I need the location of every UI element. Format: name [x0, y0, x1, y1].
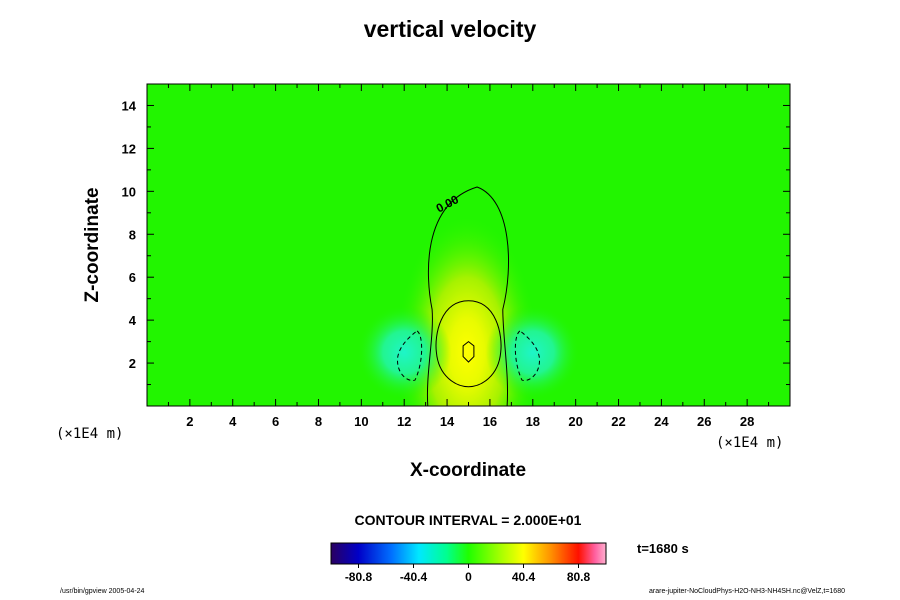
colorbar [330, 542, 607, 565]
x-tick-label: 18 [526, 414, 540, 429]
y-axis-unit: (×1E4 m) [56, 426, 124, 442]
y-tick-label: 4 [129, 313, 137, 328]
y-tick-label: 10 [122, 184, 136, 199]
x-tick-label: 4 [229, 414, 237, 429]
time-label: t=1680 s [637, 541, 689, 556]
x-tick-label: 2 [186, 414, 193, 429]
contour-negative-left [397, 330, 423, 381]
y-tick-label: 8 [129, 227, 136, 242]
x-axis: 2 4 6 8 10 12 14 16 18 20 22 24 26 28 [146, 84, 791, 429]
x-tick-label: 28 [740, 414, 754, 429]
colorbar-tick-label: -80.8 [345, 570, 373, 584]
downdraft-shading-right [485, 305, 580, 400]
x-tick-label: 26 [697, 414, 711, 429]
x-axis-label: X-coordinate [409, 460, 527, 481]
contour-zero-center [426, 186, 509, 406]
colorbar-tick-label: 0 [465, 570, 472, 584]
y-axis: 2 4 6 8 10 12 14 [122, 83, 790, 407]
y-tick-label: 12 [122, 141, 136, 156]
x-tick-label: 14 [440, 414, 455, 429]
contour-negative-right [514, 330, 540, 381]
x-tick-label: 16 [483, 414, 497, 429]
x-tick-label: 8 [315, 414, 322, 429]
x-axis-unit: (×1E4 m) [716, 435, 784, 451]
x-tick-label: 6 [272, 414, 279, 429]
colorbar-tick-label: -40.4 [400, 570, 428, 584]
footer-source: arare-jupiter-NoCloudPhys-H2O-NH3-NH4SH.… [649, 588, 845, 595]
x-tick-label: 10 [354, 414, 368, 429]
contour-interval: CONTOUR INTERVAL = 2.000E+01 [354, 512, 582, 528]
downdraft-shading-left [357, 305, 452, 400]
y-tick-label: 14 [122, 98, 137, 113]
x-tick-label: 20 [568, 414, 582, 429]
x-tick-label: 12 [397, 414, 411, 429]
colorbar-ticks: -80.8 -40.4 0 40.4 80.8 [345, 564, 591, 584]
y-tick-label: 2 [129, 356, 136, 371]
x-tick-label: 24 [654, 414, 669, 429]
chart-title: vertical velocity [363, 16, 537, 42]
colorbar-tick-label: 40.4 [512, 570, 536, 584]
y-axis-label: Z-coordinate [82, 187, 103, 303]
footer-command: /usr/bin/gpview 2005-04-24 [60, 588, 145, 595]
contour-positive-60 [462, 340, 475, 363]
y-tick-label: 6 [129, 270, 136, 285]
x-tick-label: 22 [611, 414, 625, 429]
colorbar-tick-label: 80.8 [567, 570, 591, 584]
contour-positive-20 [435, 300, 502, 388]
